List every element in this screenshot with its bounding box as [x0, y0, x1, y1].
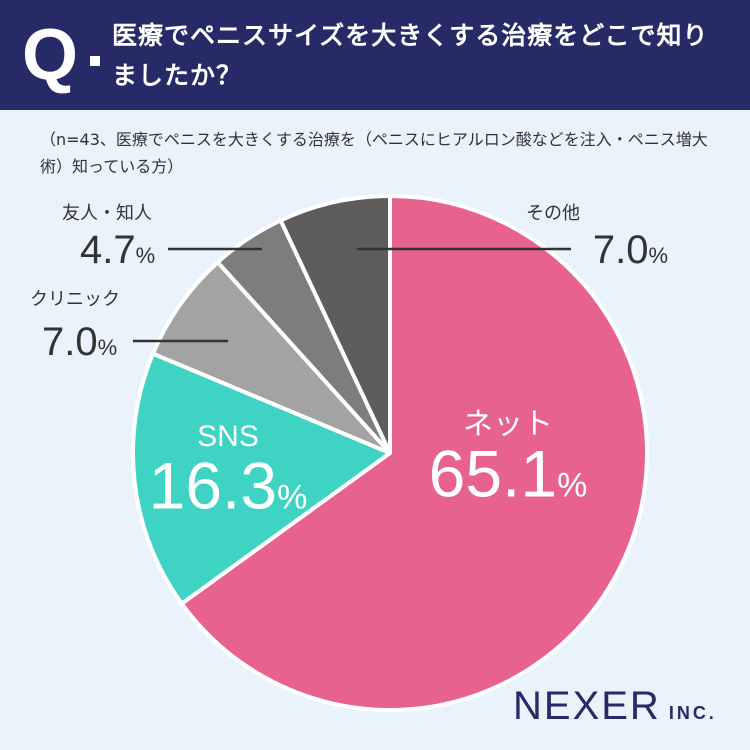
q-dot-decoration	[90, 56, 100, 66]
slice-label: 友人・知人	[62, 203, 152, 223]
pie-slice	[179, 194, 649, 712]
slice-value-label: 7.0%	[593, 228, 668, 272]
pie-slice	[278, 194, 392, 455]
slice-label: SNS	[197, 420, 259, 453]
pie-slice	[131, 351, 392, 606]
question-text: 医療でペニスサイズを大きくする治療をどこで知りましたか？	[112, 21, 709, 90]
slice-value-label: 65.1%	[429, 437, 588, 511]
sample-note: （n=43、医療でペニスを大きくする治療を（ペニスにヒアルロン酸などを注入・ペニ…	[40, 130, 708, 176]
question-header: Q 医療でペニスサイズを大きくする治療をどこで知りましたか？	[0, 0, 750, 110]
brand-suffix: INC.	[668, 703, 717, 723]
brand-name: NEXER	[513, 684, 661, 728]
slice-value-label: 16.3%	[149, 449, 308, 523]
slice-label: その他	[526, 203, 580, 223]
brand-logo: NEXER INC.	[513, 684, 717, 729]
q-mark: Q	[22, 15, 79, 95]
slice-label: ネット	[463, 408, 553, 441]
slice-label: クリニック	[30, 289, 120, 309]
pie-slice	[150, 260, 392, 455]
slice-value-label: 4.7%	[80, 228, 155, 272]
slice-value-label: 7.0%	[42, 320, 117, 364]
